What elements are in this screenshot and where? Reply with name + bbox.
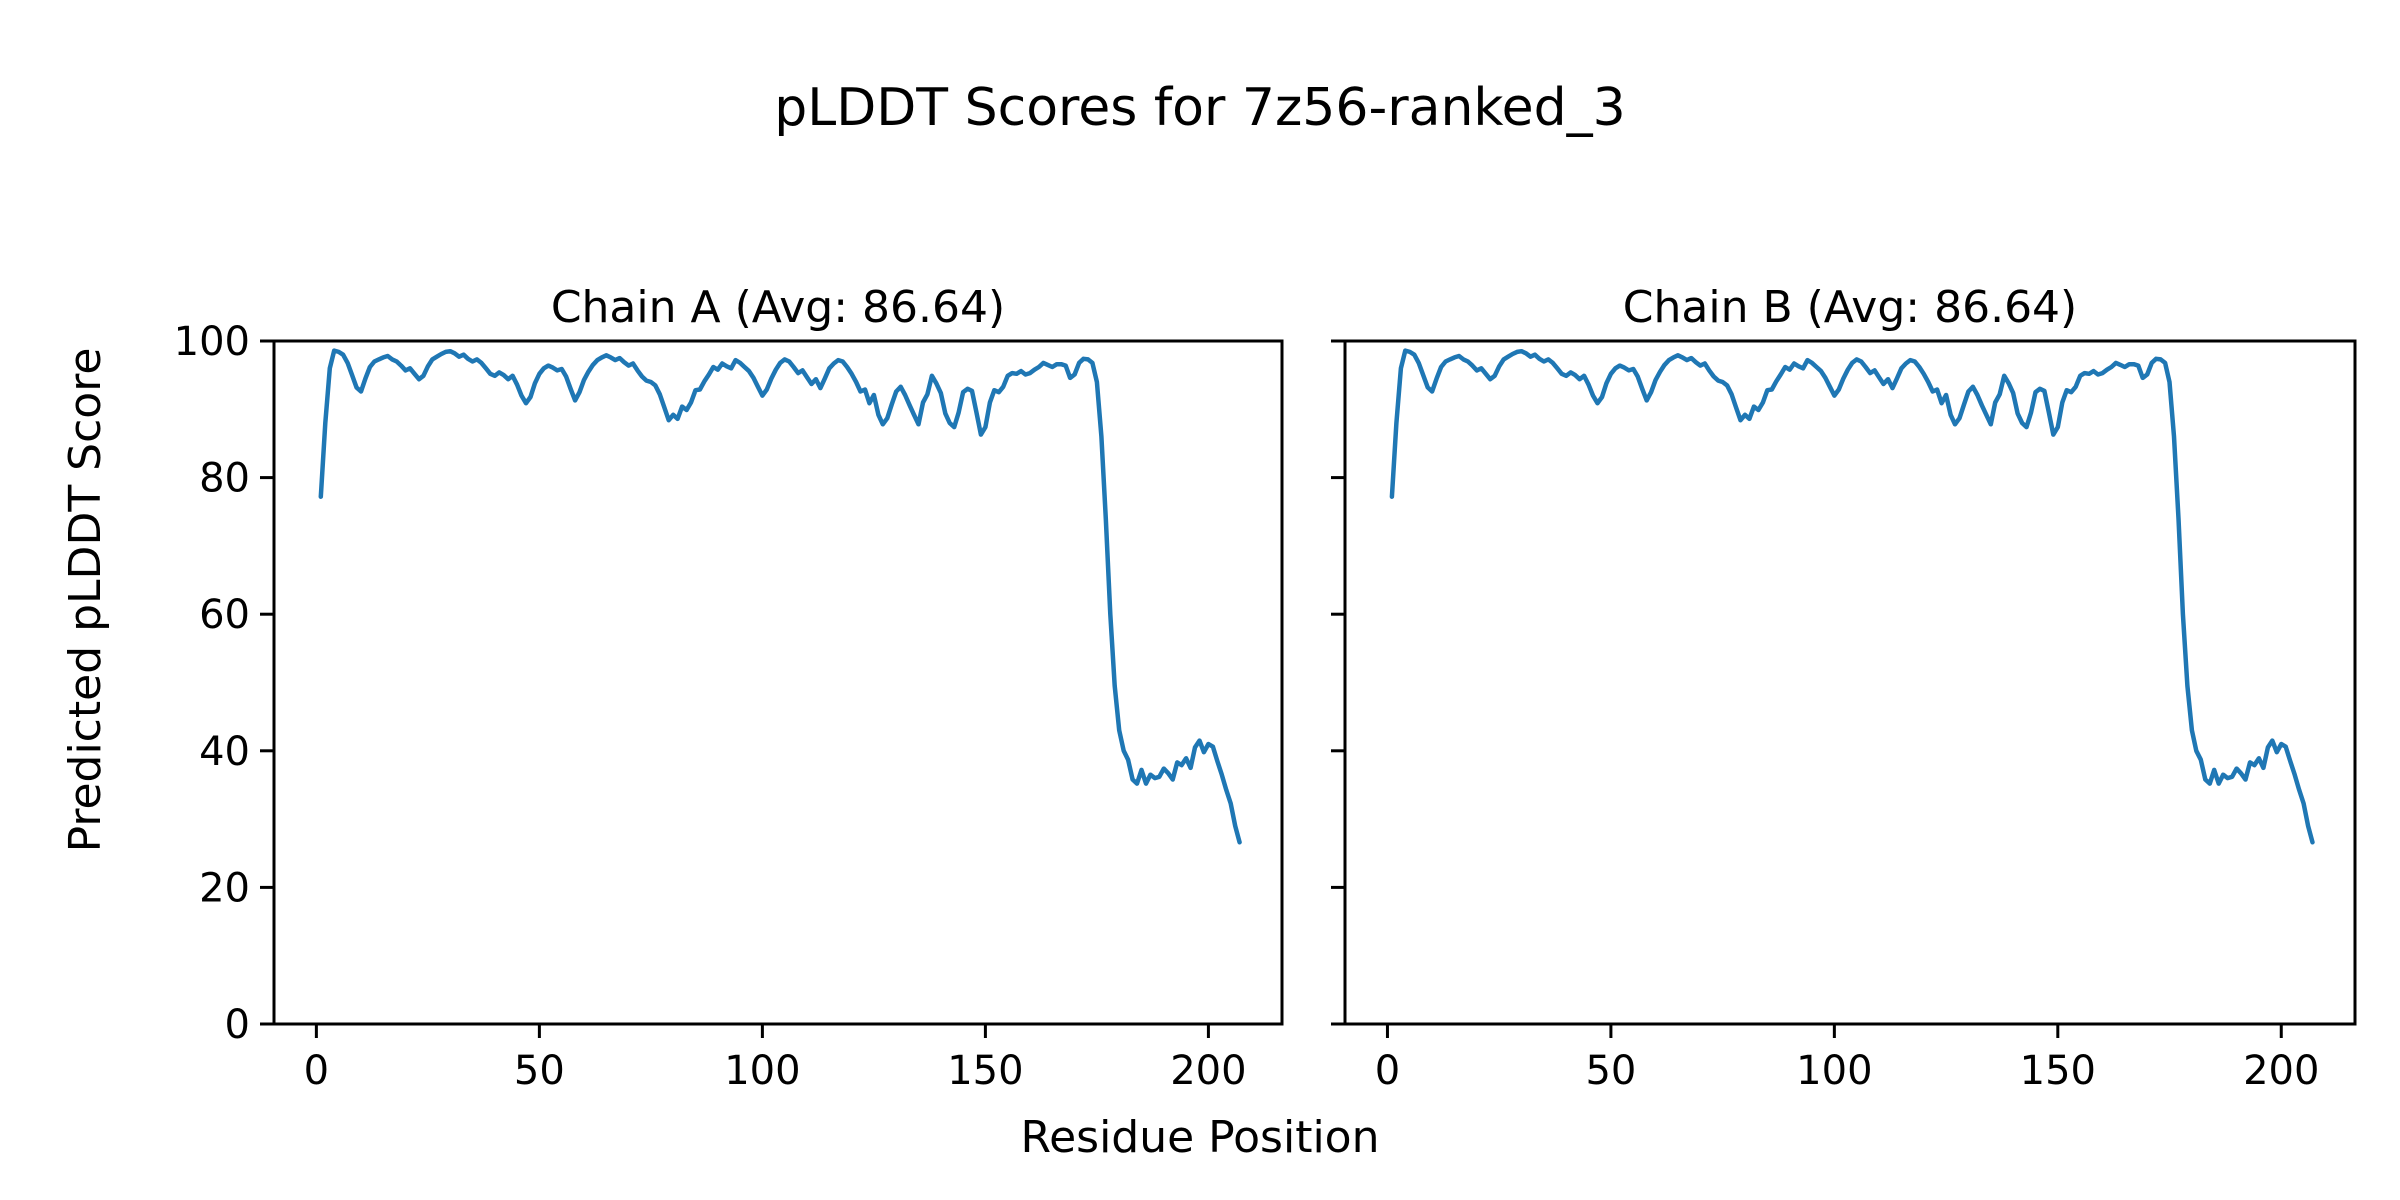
subplot-a-ticks: 0 50 100 150 200 0 20 40 60 80 100 [174,319,1247,1094]
x-tick-label: 0 [1375,1048,1400,1094]
y-tick-label: 80 [199,456,250,502]
plddt-line-chain-a [318,348,1242,845]
x-tick-label: 150 [2020,1048,2096,1094]
x-tick-label: 100 [1796,1048,1872,1094]
subplot-a-frame [272,339,1284,1026]
subplot-b-frame [1343,339,2357,1026]
y-tick-label: 0 [225,1002,250,1048]
x-axis-label: Residue Position [1020,1112,1379,1163]
figure-title: pLDDT Scores for 7z56-ranked_3 [774,78,1626,138]
subplot-chain-b: Chain B (Avg: 86.64) 0 50 100 150 200 [1331,282,2357,1094]
y-tick-label: 20 [199,865,250,911]
plddt-line-chain-b [1389,348,2315,845]
y-tick-label: 40 [199,729,250,775]
subplot-chain-a: Chain A (Avg: 86.64) 0 50 100 150 200 0 20 40 60… [174,282,1284,1094]
y-tick-label: 60 [199,592,250,638]
subplot-b-ticks: 0 50 100 150 200 [1331,339,2319,1094]
x-tick-label: 100 [724,1048,800,1094]
y-tick-label: 100 [174,319,250,365]
y-axis-label: Predicted pLDDT Score [60,348,111,853]
x-tick-label: 50 [1585,1048,1636,1094]
x-tick-label: 200 [2243,1048,2319,1094]
x-tick-label: 50 [514,1048,565,1094]
subplot-b-title: Chain B (Avg: 86.64) [1623,282,2077,333]
subplot-a-title: Chain A (Avg: 86.64) [551,282,1005,333]
x-tick-label: 200 [1170,1048,1246,1094]
x-tick-label: 0 [304,1048,329,1094]
x-tick-label: 150 [947,1048,1023,1094]
